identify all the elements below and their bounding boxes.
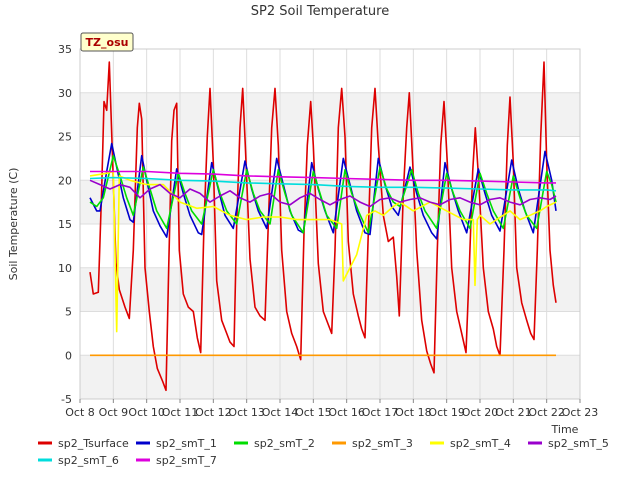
x-tick-label: Oct 11 — [162, 406, 199, 419]
y-axis-ticks: -5 0 5 10 15 20 25 30 35 — [58, 43, 72, 406]
plot-band — [80, 355, 580, 399]
series-line-sp2_smT_2 — [89, 154, 557, 234]
x-tick-label: Oct 12 — [195, 406, 232, 419]
legend-item-sp2_smT_5: sp2_smT_5 — [528, 437, 609, 450]
site-badge: TZ_osu — [80, 32, 134, 52]
x-tick-label: Oct 21 — [495, 406, 532, 419]
y-tick-label: 35 — [58, 43, 72, 56]
legend-label: sp2_smT_5 — [548, 437, 609, 450]
legend-item-sp2_smT_3: sp2_smT_3 — [332, 437, 413, 450]
legend-label: sp2_smT_6 — [58, 454, 119, 467]
y-tick-label: 10 — [58, 262, 72, 275]
y-tick-label: 0 — [65, 349, 72, 362]
plot-band — [80, 311, 580, 356]
legend-item-sp2_smT_1: sp2_smT_1 — [136, 437, 217, 450]
legend-item-sp2_smT_6: sp2_smT_6 — [38, 454, 119, 467]
x-tick-label: Oct 18 — [395, 406, 432, 419]
x-axis-label: Time — [551, 423, 579, 436]
plot-band — [80, 267, 580, 312]
x-tick-label: Oct 20 — [462, 406, 499, 419]
legend-item-sp2_smT_2: sp2_smT_2 — [234, 437, 315, 450]
series-line-sp2_smT_1 — [89, 142, 557, 240]
x-tick-label: Oct 14 — [262, 406, 299, 419]
series-line-sp2_smT_5 — [89, 179, 557, 208]
chart-title: SP2 Soil Temperature — [251, 4, 389, 19]
legend: sp2_Tsurface sp2_smT_1 sp2_smT_2 sp2_smT_3 s… — [38, 437, 609, 467]
y-tick-label: 20 — [58, 174, 72, 187]
y-tick-label: 25 — [58, 131, 72, 144]
series-line-sp2_smT_7 — [90, 170, 556, 184]
legend-label: sp2_smT_1 — [156, 437, 217, 450]
legend-label: sp2_smT_2 — [254, 437, 315, 450]
plot-band — [80, 136, 580, 181]
x-tick-label: Oct 22 — [528, 406, 565, 419]
y-tick-label: 15 — [58, 218, 72, 231]
x-tick-label: Oct 15 — [295, 406, 332, 419]
plot-band — [80, 49, 580, 93]
plot-frame — [79, 48, 581, 400]
x-tick-label: Oct 17 — [362, 406, 399, 419]
legend-label: sp2_Tsurface — [58, 437, 129, 450]
legend-item-sp2_Tsurface: sp2_Tsurface — [38, 437, 129, 450]
series-line-sp2_Tsurface — [89, 61, 557, 392]
y-axis-label: Soil Temperature (C) — [7, 168, 20, 281]
x-tick-label: Oct 8 — [65, 406, 95, 419]
x-tick-label: Oct 10 — [128, 406, 165, 419]
x-tick-label: Oct 16 — [328, 406, 365, 419]
legend-label: sp2_smT_4 — [450, 437, 511, 450]
legend-item-sp2_smT_4: sp2_smT_4 — [430, 437, 511, 450]
legend-item-sp2_smT_7: sp2_smT_7 — [136, 454, 217, 467]
series-line-sp2_smT_6 — [89, 176, 557, 192]
legend-label: sp2_smT_3 — [352, 437, 413, 450]
y-tick-label: -5 — [61, 393, 72, 406]
x-tick-label: Oct 13 — [228, 406, 265, 419]
plot-background — [80, 49, 580, 399]
legend-label: sp2_smT_7 — [156, 454, 217, 467]
x-tick-label: Oct 9 — [99, 406, 129, 419]
y-tick-label: 30 — [58, 87, 72, 100]
series-lines — [89, 61, 557, 392]
x-tick-label: Oct 19 — [428, 406, 465, 419]
site-badge-label: TZ_osu — [86, 36, 129, 49]
y-tick-label: 5 — [65, 306, 72, 319]
x-tick-label: Oct 23 — [562, 406, 599, 419]
plot-band — [80, 92, 580, 137]
